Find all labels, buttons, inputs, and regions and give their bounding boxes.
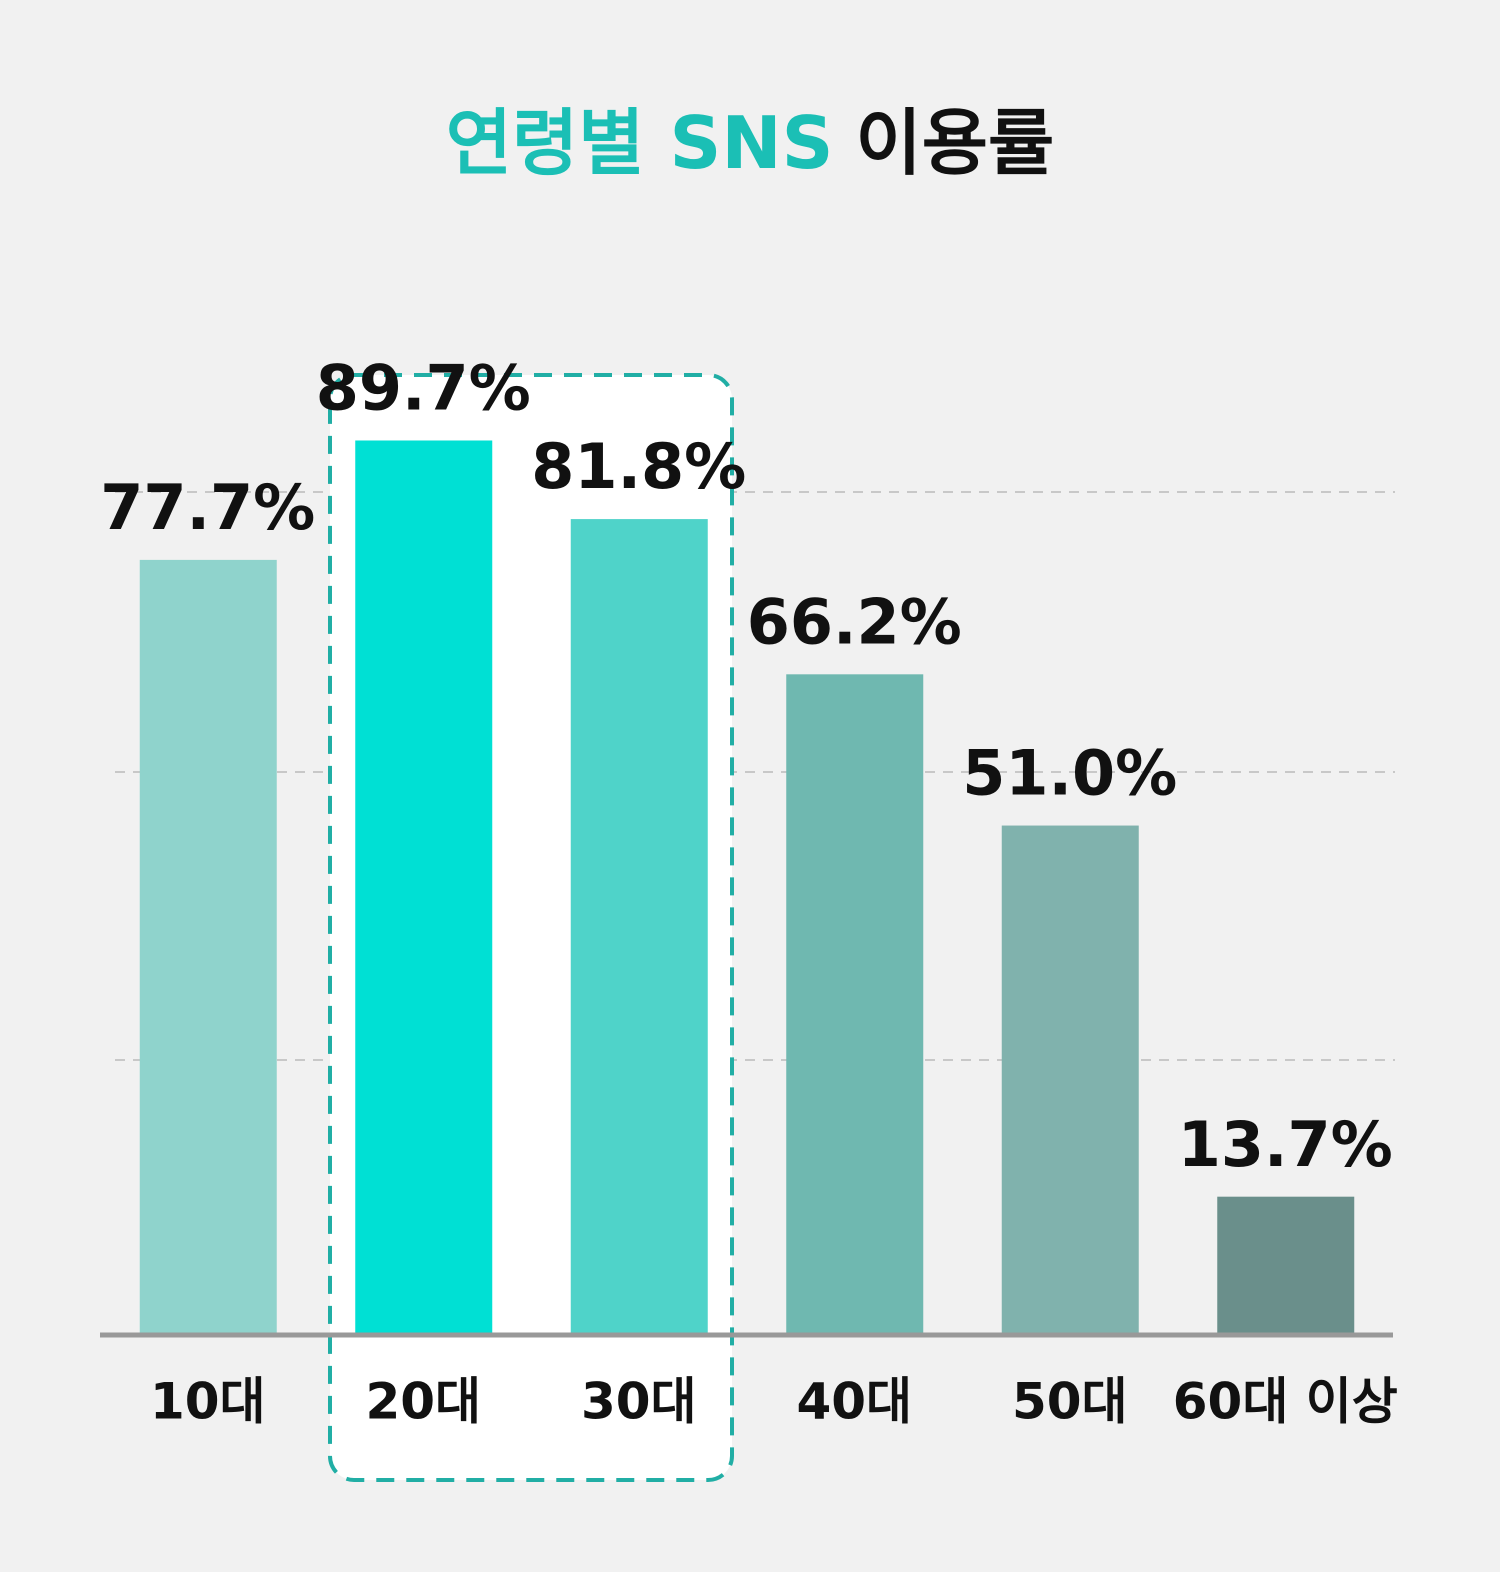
bar (786, 674, 924, 1333)
value-label: 13.7% (1178, 1108, 1393, 1181)
x-tick-label: 60대 이상 (1173, 1373, 1398, 1431)
chart-title: 연령별 SNS 이용률 (446, 101, 1055, 185)
bar (139, 559, 277, 1333)
bar (1001, 825, 1139, 1333)
x-tick-label: 10대 (150, 1373, 266, 1431)
bar (570, 519, 708, 1333)
value-label: 77.7% (100, 471, 315, 544)
x-tick-label: 50대 (1012, 1373, 1128, 1431)
title-part: 이용률 (856, 101, 1055, 185)
value-label: 89.7% (316, 352, 531, 425)
x-tick-label: 40대 (796, 1373, 912, 1431)
bar (355, 440, 493, 1333)
x-tick-label: 30대 (581, 1373, 697, 1431)
value-label: 81.8% (531, 430, 746, 503)
value-label: 66.2% (747, 585, 962, 658)
x-tick-label: 20대 (365, 1373, 481, 1431)
value-label: 51.0% (962, 737, 1177, 810)
bar (1217, 1196, 1355, 1333)
title-part: 연령별 SNS (446, 101, 834, 185)
